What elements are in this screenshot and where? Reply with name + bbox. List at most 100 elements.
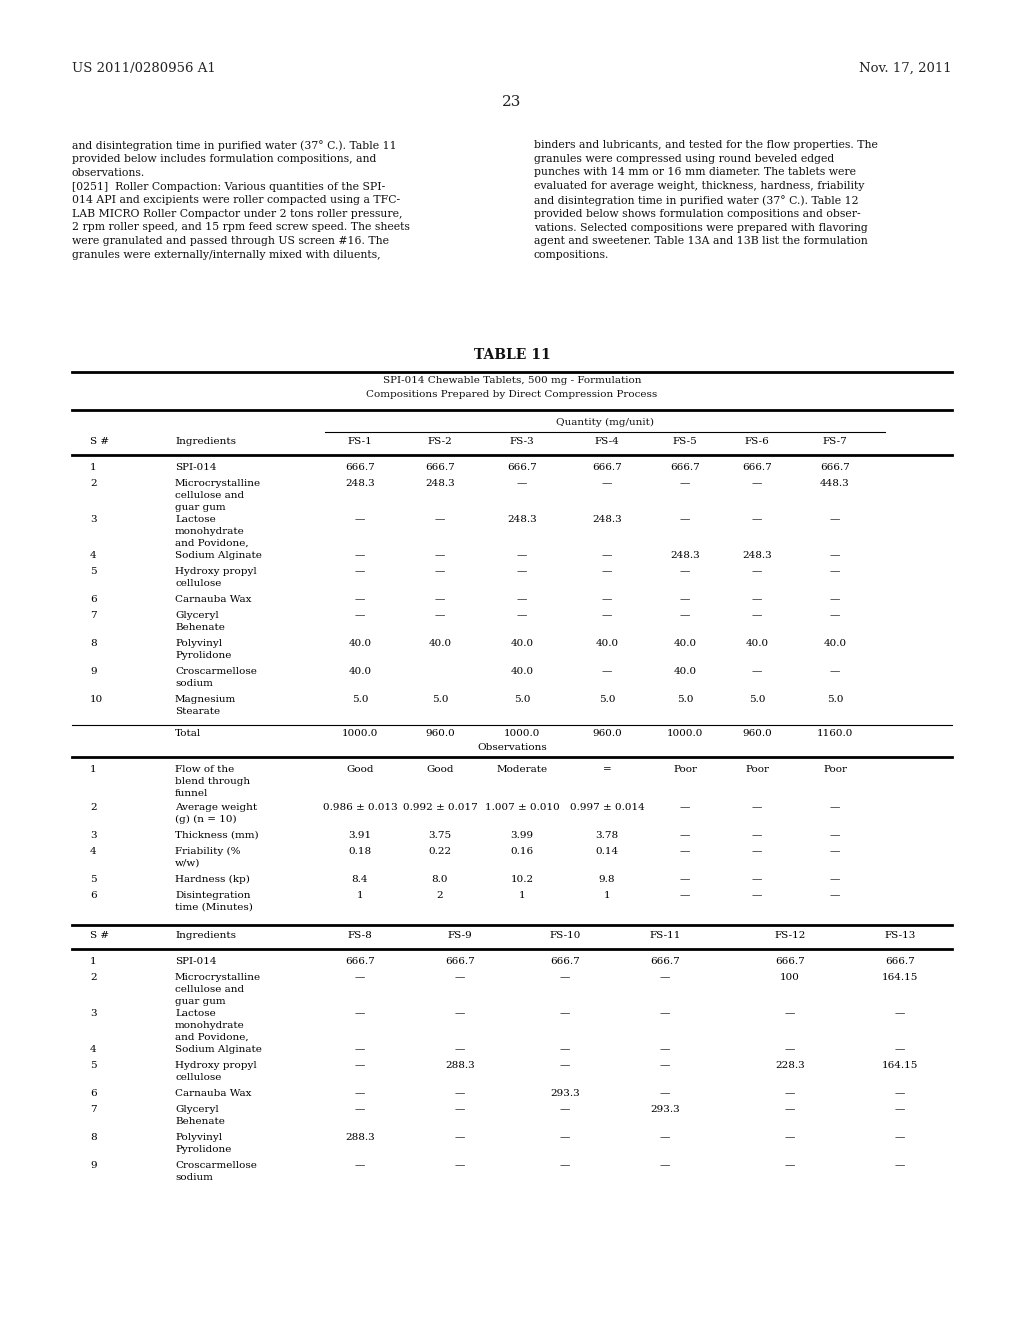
Text: —: — [517, 479, 527, 488]
Text: 3.75: 3.75 [428, 832, 452, 840]
Text: —: — [354, 973, 366, 982]
Text: —: — [752, 832, 762, 840]
Text: 248.3: 248.3 [345, 479, 375, 488]
Text: —: — [602, 595, 612, 605]
Text: —: — [784, 1133, 796, 1142]
Text: FS-10: FS-10 [549, 931, 581, 940]
Text: FS-9: FS-9 [447, 931, 472, 940]
Text: FS-6: FS-6 [744, 437, 769, 446]
Text: 5: 5 [90, 568, 96, 576]
Text: FS-1: FS-1 [347, 437, 373, 446]
Text: US 2011/0280956 A1: US 2011/0280956 A1 [72, 62, 216, 75]
Text: —: — [784, 1105, 796, 1114]
Text: FS-13: FS-13 [885, 931, 915, 940]
Text: —: — [354, 1061, 366, 1071]
Text: —: — [752, 803, 762, 812]
Text: 448.3: 448.3 [820, 479, 850, 488]
Text: 0.22: 0.22 [428, 847, 452, 855]
Text: Microcrystalline
cellulose and
guar gum: Microcrystalline cellulose and guar gum [175, 973, 261, 1006]
Text: —: — [895, 1133, 905, 1142]
Text: 293.3: 293.3 [550, 1089, 580, 1098]
Text: 293.3: 293.3 [650, 1105, 680, 1114]
Text: 9: 9 [90, 1162, 96, 1170]
Text: Lactose
monohydrate
and Povidone,: Lactose monohydrate and Povidone, [175, 515, 249, 548]
Text: —: — [602, 667, 612, 676]
Text: —: — [659, 1045, 670, 1053]
Text: 960.0: 960.0 [592, 729, 622, 738]
Text: —: — [354, 1105, 366, 1114]
Text: 2: 2 [436, 891, 443, 900]
Text: SPI-014: SPI-014 [175, 463, 216, 473]
Text: Hydroxy propyl
cellulose: Hydroxy propyl cellulose [175, 1061, 257, 1082]
Text: —: — [659, 1133, 670, 1142]
Text: —: — [354, 568, 366, 576]
Text: —: — [680, 515, 690, 524]
Text: 40.0: 40.0 [510, 667, 534, 676]
Text: 3.99: 3.99 [510, 832, 534, 840]
Text: —: — [602, 611, 612, 620]
Text: —: — [895, 1045, 905, 1053]
Text: 666.7: 666.7 [425, 463, 455, 473]
Text: 5.0: 5.0 [677, 696, 693, 704]
Text: —: — [455, 1045, 465, 1053]
Text: 666.7: 666.7 [820, 463, 850, 473]
Text: 666.7: 666.7 [507, 463, 537, 473]
Text: 0.992 ± 0.017: 0.992 ± 0.017 [402, 803, 477, 812]
Text: —: — [354, 515, 366, 524]
Text: 6: 6 [90, 1089, 96, 1098]
Text: FS-7: FS-7 [822, 437, 848, 446]
Text: Friability (%
w/w): Friability (% w/w) [175, 847, 241, 869]
Text: —: — [829, 847, 840, 855]
Text: 10: 10 [90, 696, 103, 704]
Text: 10.2: 10.2 [510, 875, 534, 884]
Text: —: — [560, 1133, 570, 1142]
Text: —: — [784, 1008, 796, 1018]
Text: —: — [895, 1105, 905, 1114]
Text: 3: 3 [90, 515, 96, 524]
Text: —: — [784, 1089, 796, 1098]
Text: 288.3: 288.3 [345, 1133, 375, 1142]
Text: 40.0: 40.0 [674, 667, 696, 676]
Text: —: — [354, 550, 366, 560]
Text: —: — [602, 568, 612, 576]
Text: 0.997 ± 0.014: 0.997 ± 0.014 [569, 803, 644, 812]
Text: 1: 1 [90, 766, 96, 774]
Text: —: — [752, 611, 762, 620]
Text: 1000.0: 1000.0 [667, 729, 703, 738]
Text: —: — [560, 1008, 570, 1018]
Text: —: — [752, 847, 762, 855]
Text: —: — [455, 1105, 465, 1114]
Text: 9: 9 [90, 667, 96, 676]
Text: —: — [895, 1162, 905, 1170]
Text: Sodium Alginate: Sodium Alginate [175, 550, 262, 560]
Text: —: — [354, 1089, 366, 1098]
Text: —: — [829, 550, 840, 560]
Text: Thickness (mm): Thickness (mm) [175, 832, 259, 840]
Text: binders and lubricants, and tested for the flow properties. The
granules were co: binders and lubricants, and tested for t… [534, 140, 878, 260]
Text: Observations: Observations [477, 743, 547, 752]
Text: 666.7: 666.7 [742, 463, 772, 473]
Text: Poor: Poor [745, 766, 769, 774]
Text: 666.7: 666.7 [885, 957, 914, 966]
Text: 3.78: 3.78 [595, 832, 618, 840]
Text: 248.3: 248.3 [425, 479, 455, 488]
Text: 40.0: 40.0 [348, 667, 372, 676]
Text: 7: 7 [90, 1105, 96, 1114]
Text: —: — [517, 611, 527, 620]
Text: —: — [680, 568, 690, 576]
Text: 248.3: 248.3 [670, 550, 699, 560]
Text: 5.0: 5.0 [826, 696, 843, 704]
Text: 4: 4 [90, 1045, 96, 1053]
Text: —: — [680, 875, 690, 884]
Text: SPI-014 Chewable Tablets, 500 mg - Formulation: SPI-014 Chewable Tablets, 500 mg - Formu… [383, 376, 641, 385]
Text: —: — [829, 595, 840, 605]
Text: —: — [659, 973, 670, 982]
Text: Glyceryl
Behenate: Glyceryl Behenate [175, 1105, 225, 1126]
Text: 1: 1 [90, 957, 96, 966]
Text: —: — [680, 611, 690, 620]
Text: —: — [455, 1089, 465, 1098]
Text: 288.3: 288.3 [445, 1061, 475, 1071]
Text: —: — [752, 515, 762, 524]
Text: —: — [435, 515, 445, 524]
Text: 960.0: 960.0 [742, 729, 772, 738]
